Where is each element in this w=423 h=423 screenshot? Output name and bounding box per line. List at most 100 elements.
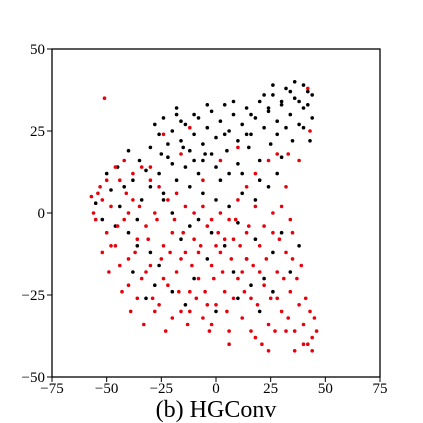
data-point	[166, 142, 170, 146]
data-point	[310, 349, 315, 353]
data-point	[253, 237, 258, 241]
data-point	[135, 296, 140, 301]
data-point	[231, 270, 236, 274]
data-point	[188, 148, 192, 153]
data-point	[159, 257, 164, 261]
data-point	[196, 116, 201, 120]
data-point	[126, 148, 131, 153]
data-point	[288, 89, 293, 94]
data-point	[124, 191, 129, 196]
data-point	[301, 125, 306, 130]
data-point	[257, 178, 262, 182]
data-point	[183, 303, 188, 307]
data-point	[190, 263, 194, 268]
data-point	[279, 204, 284, 209]
data-point	[201, 191, 205, 196]
data-point	[236, 198, 240, 202]
data-point	[310, 335, 315, 340]
data-point	[262, 276, 266, 281]
data-point	[301, 322, 306, 327]
data-point	[174, 106, 179, 110]
data-point	[148, 263, 153, 268]
data-point	[253, 171, 258, 176]
data-point	[253, 198, 258, 202]
data-point	[161, 198, 166, 202]
data-point	[194, 296, 199, 301]
data-point	[192, 211, 196, 215]
data-point	[179, 139, 183, 143]
data-point	[218, 178, 223, 182]
data-point	[244, 230, 249, 235]
data-point	[118, 204, 122, 209]
data-point	[227, 217, 231, 222]
data-point	[247, 224, 251, 228]
data-point	[297, 122, 301, 127]
data-point	[104, 171, 109, 176]
data-point	[240, 270, 244, 274]
data-point	[157, 263, 161, 268]
data-point	[275, 171, 280, 176]
data-point	[170, 162, 175, 166]
data-point	[266, 109, 271, 114]
data-point	[301, 83, 306, 87]
data-point	[174, 270, 179, 274]
data-point	[284, 125, 288, 130]
data-point	[155, 217, 159, 222]
data-point	[109, 244, 113, 248]
x-axis-ticks: −75 −50 −25 0 25 50 75	[40, 377, 388, 397]
data-point	[100, 217, 105, 222]
data-point	[308, 309, 312, 314]
x-tick-label: 0	[212, 381, 220, 397]
data-point	[216, 230, 220, 235]
data-point	[137, 158, 142, 163]
data-point	[268, 296, 273, 301]
data-point	[220, 270, 225, 274]
y-tick-label: 50	[30, 42, 45, 58]
data-point	[163, 329, 168, 333]
data-point	[214, 165, 218, 169]
data-point	[244, 185, 249, 189]
data-point	[266, 322, 271, 327]
data-point	[201, 178, 205, 182]
data-point	[192, 158, 196, 163]
data-point	[113, 165, 118, 169]
data-point	[122, 217, 126, 222]
data-point	[148, 185, 153, 189]
data-point	[249, 329, 253, 333]
y-tick-label: −25	[22, 288, 45, 304]
data-point	[148, 178, 153, 182]
data-point	[271, 211, 275, 215]
data-point	[266, 185, 271, 189]
data-point	[104, 178, 109, 182]
data-point	[168, 250, 172, 255]
data-point	[288, 289, 293, 294]
data-point	[126, 257, 131, 261]
data-point	[308, 139, 312, 143]
data-point	[286, 152, 291, 156]
data-point	[205, 224, 210, 228]
data-point	[310, 93, 315, 97]
data-point	[177, 289, 181, 294]
data-point	[271, 289, 275, 294]
data-point	[273, 329, 277, 333]
data-point	[100, 250, 105, 255]
data-point	[236, 139, 240, 143]
data-point	[185, 322, 190, 327]
data-point	[192, 132, 196, 137]
data-point	[196, 276, 201, 281]
data-point	[236, 162, 240, 166]
data-point	[227, 342, 231, 347]
data-point	[144, 168, 148, 173]
data-point	[135, 217, 140, 222]
data-point	[279, 155, 284, 159]
data-point	[306, 103, 310, 107]
data-point	[244, 257, 249, 261]
data-point	[222, 237, 227, 241]
data-point	[299, 263, 304, 268]
data-point	[209, 322, 214, 327]
data-point	[157, 303, 161, 307]
data-point	[292, 329, 297, 333]
x-tick-label: −25	[150, 381, 173, 397]
x-tick-label: 50	[318, 381, 333, 397]
data-point	[284, 185, 288, 189]
